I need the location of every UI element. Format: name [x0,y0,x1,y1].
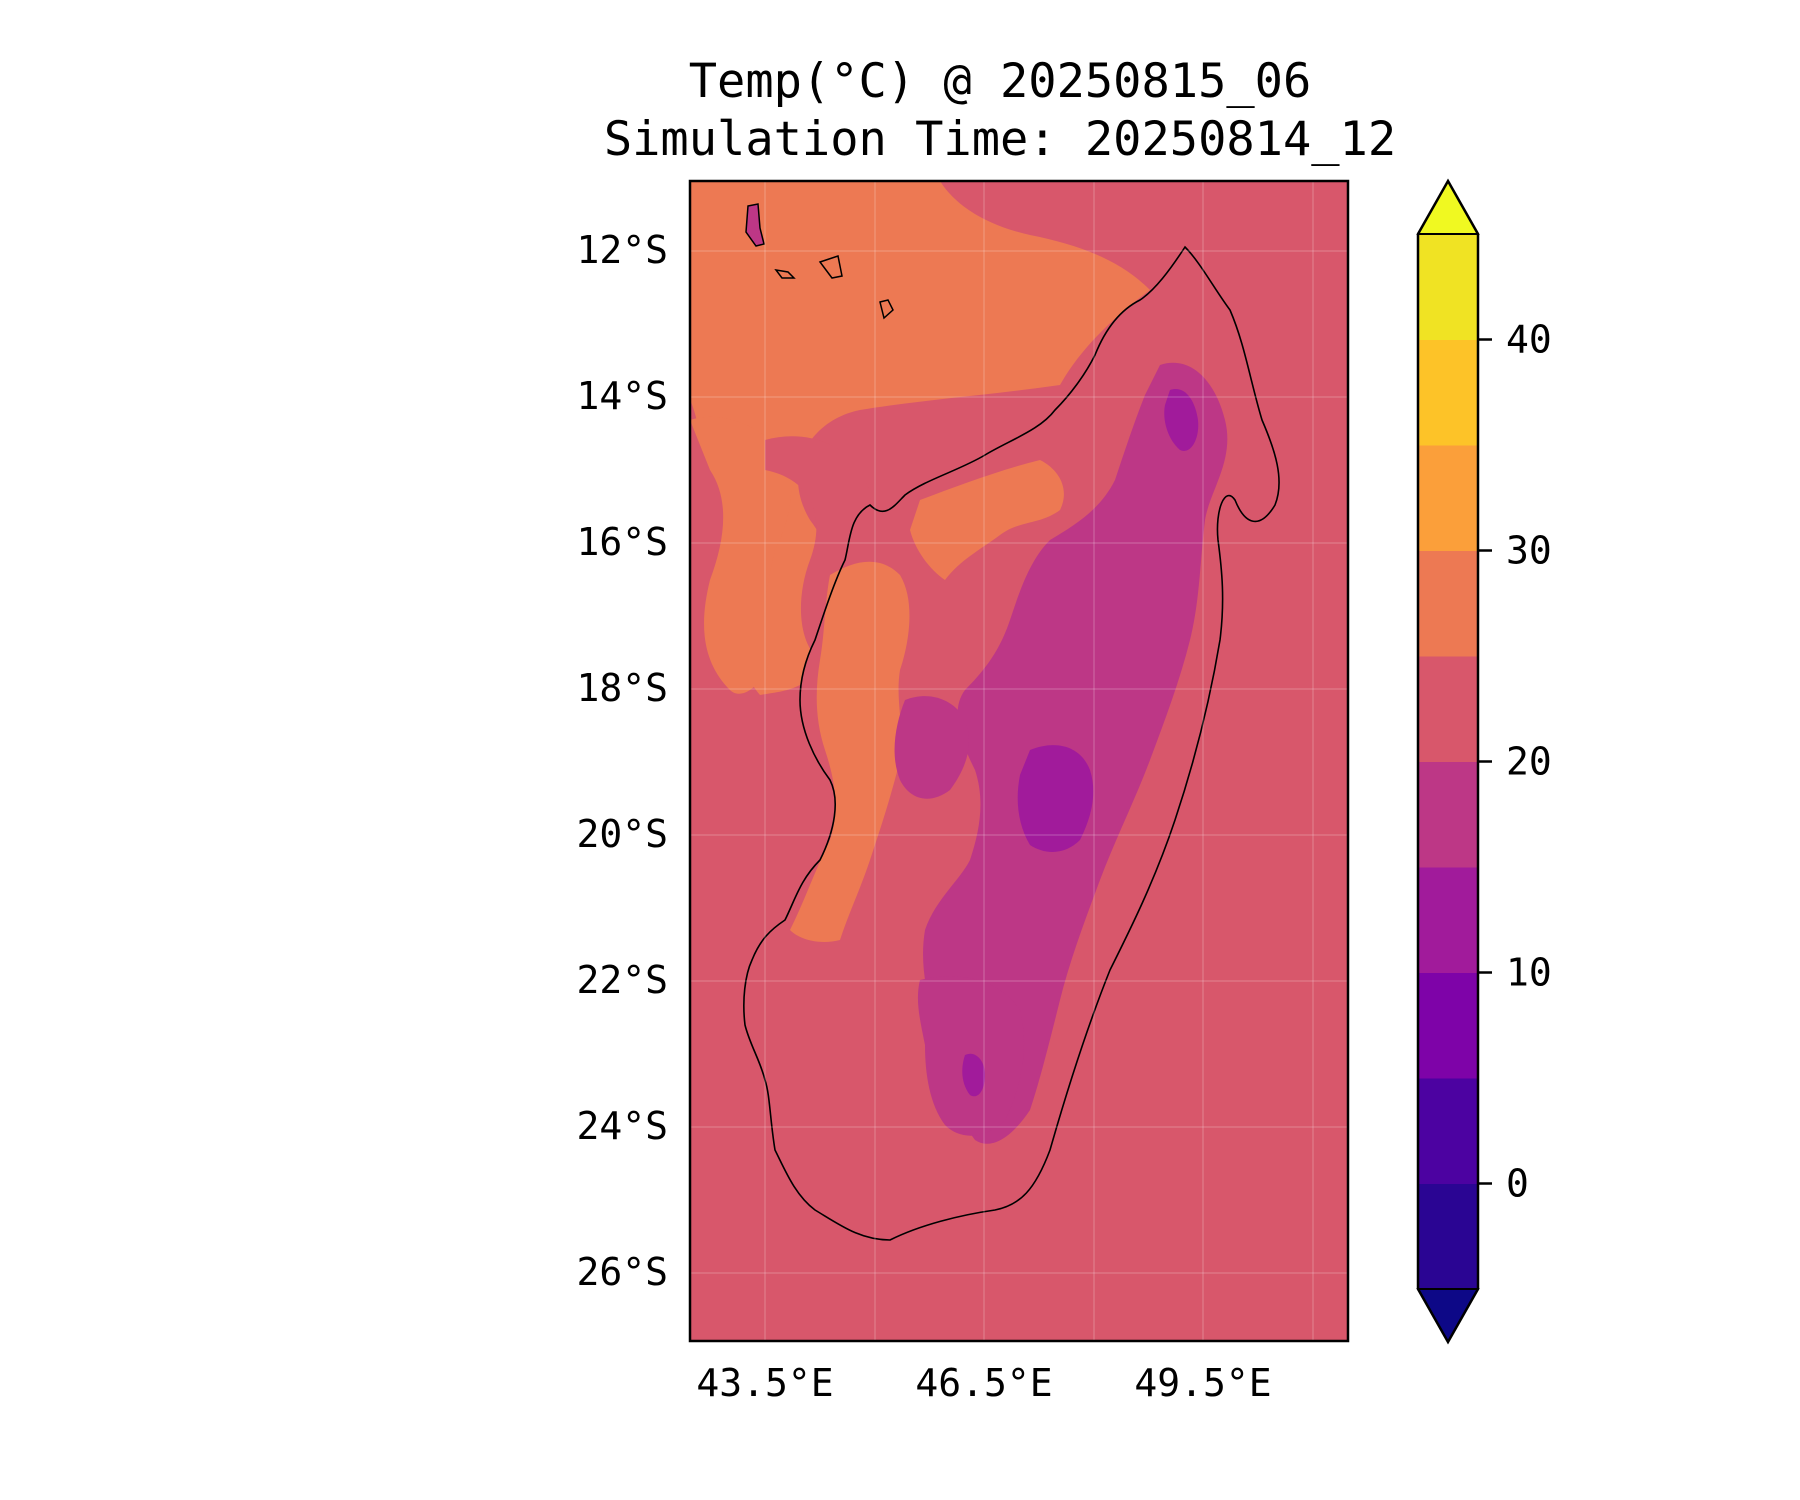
lat-tick-16s: 16°S [576,520,668,564]
colorbar-segment [1418,1183,1478,1290]
lon-tick-43-5e: 43.5°E [696,1361,833,1405]
colorbar: 0 10 20 30 40 [1416,178,1552,1345]
lat-tick-26s: 26°S [576,1250,668,1294]
colorbar-segment [1418,761,1478,868]
colorbar-tick-label: 40 [1506,318,1552,362]
lon-tick-labels: 43.5°E 46.5°E 49.5°E [696,1361,1271,1405]
land-warm-north [910,460,1064,580]
colorbar-extend-under [1416,1288,1480,1345]
islet-4 [879,299,894,320]
warm-band-northwest [690,181,1150,695]
lat-tick-14s: 14°S [576,374,668,418]
map-frame [688,179,1350,1343]
plateau-cold-north [1164,389,1199,451]
colorbar-segment [1418,234,1478,340]
lat-tick-18s: 18°S [576,666,668,710]
colorbar-segment [1418,550,1478,657]
colorbar-outline [1416,178,1480,1345]
lat-tick-labels: 12°S 14°S 16°S 18°S 20°S 22°S 24°S 26°S [576,228,668,1294]
colorbar-extend-over [1416,178,1480,235]
title-line-1: Temp(°C) @ 20250815_06 [689,54,1312,109]
lon-tick-46-5e: 46.5°E [915,1361,1052,1405]
islet-3 [818,255,843,279]
lat-tick-24s: 24°S [576,1104,668,1148]
colorbar-segment [1418,1078,1478,1184]
islet-1 [745,203,765,247]
colorbar-segment [1418,867,1478,973]
mixed-ribbon [765,436,871,655]
lat-tick-22s: 22°S [576,958,668,1002]
highland-cool-west [894,696,970,799]
colorbar-segments [1418,234,1478,1290]
colorbar-tick-label: 30 [1506,529,1552,573]
warm-band-northwest-2 [690,416,792,694]
islet-2 [774,268,796,279]
plateau-cold-south [962,1053,985,1097]
lat-tick-12s: 12°S [576,228,668,272]
gridlines [690,181,1348,1341]
colorbar-segment [1418,445,1478,551]
colorbar-tick-label: 20 [1506,740,1552,784]
colorbar-tick-label: 0 [1506,1162,1529,1206]
colorbar-ticks: 0 10 20 30 40 [1478,318,1552,1206]
lon-tick-49-5e: 49.5°E [1134,1361,1271,1405]
colorbar-segment [1418,339,1478,446]
coastline [743,245,1280,1241]
colorbar-segment [1418,972,1478,1079]
title-line-2: Simulation Time: 20250814_12 [604,112,1396,167]
colorbar-tick-label: 10 [1506,951,1552,995]
lat-tick-20s: 20°S [576,812,668,856]
land-warm-west [790,561,910,942]
plateau-cold [1017,745,1094,852]
map-panel [690,181,1348,1341]
colorbar-segment [1418,656,1478,762]
